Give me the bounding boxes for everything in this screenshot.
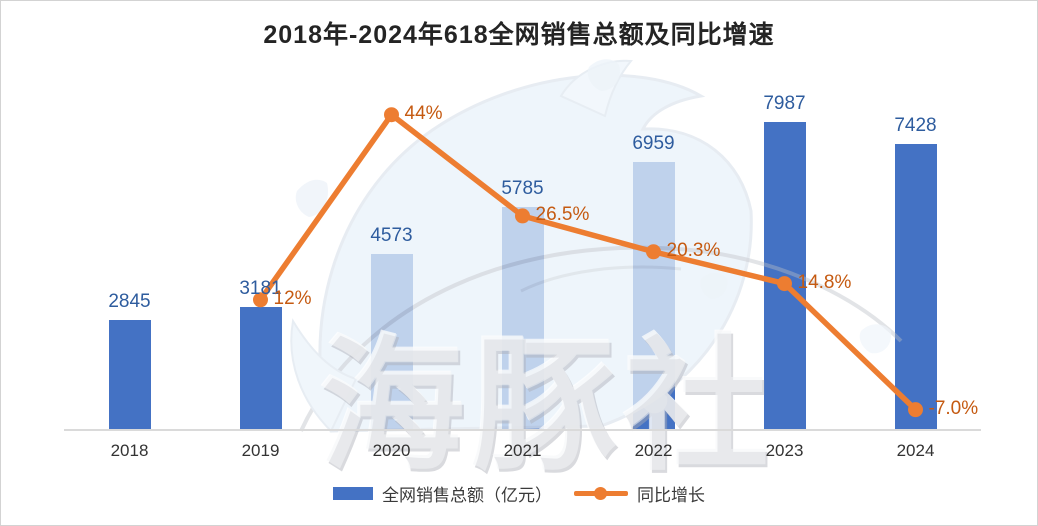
growth-label-2023: 14.8% bbox=[797, 271, 852, 293]
sales-value-label-2023: 7987 bbox=[763, 93, 806, 115]
x-tick-2022: 2022 bbox=[634, 441, 673, 460]
sales-value-label-2021: 5785 bbox=[501, 177, 544, 199]
growth-label-2024: -7.0% bbox=[928, 397, 979, 419]
growth-label-2019: 12% bbox=[273, 287, 312, 309]
sales-value-label-2018: 2845 bbox=[108, 291, 151, 313]
sales-value-label-2024: 7428 bbox=[894, 114, 937, 136]
x-tick-2021: 2021 bbox=[503, 441, 542, 460]
x-tick-2018: 2018 bbox=[110, 441, 149, 460]
legend-item-growth: 同比增长 bbox=[574, 481, 705, 506]
sales-bar-swatch-icon bbox=[333, 487, 373, 500]
x-tick-2023: 2023 bbox=[765, 441, 804, 460]
chart-legend: 全网销售总额（亿元） 同比增长 bbox=[1, 481, 1037, 506]
sales-value-label-2022: 6959 bbox=[632, 132, 675, 154]
growth-line-swatch-icon bbox=[574, 487, 628, 500]
x-tick-2024: 2024 bbox=[896, 441, 935, 460]
chart-title: 2018年-2024年618全网销售总额及同比增速 bbox=[263, 21, 775, 49]
legend-item-sales: 全网销售总额（亿元） bbox=[333, 481, 552, 506]
growth-label-2022: 20.3% bbox=[666, 239, 721, 261]
legend-growth-label: 同比增长 bbox=[637, 486, 705, 505]
x-tick-2019: 2019 bbox=[241, 441, 280, 460]
growth-label-2021: 26.5% bbox=[535, 203, 590, 225]
sales-bar-2018 bbox=[108, 320, 151, 430]
growth-label-2020: 44% bbox=[404, 102, 443, 124]
x-tick-2020: 2020 bbox=[372, 441, 411, 460]
legend-sales-label: 全网销售总额（亿元） bbox=[382, 486, 552, 505]
sales-value-label-2020: 4573 bbox=[370, 224, 413, 246]
